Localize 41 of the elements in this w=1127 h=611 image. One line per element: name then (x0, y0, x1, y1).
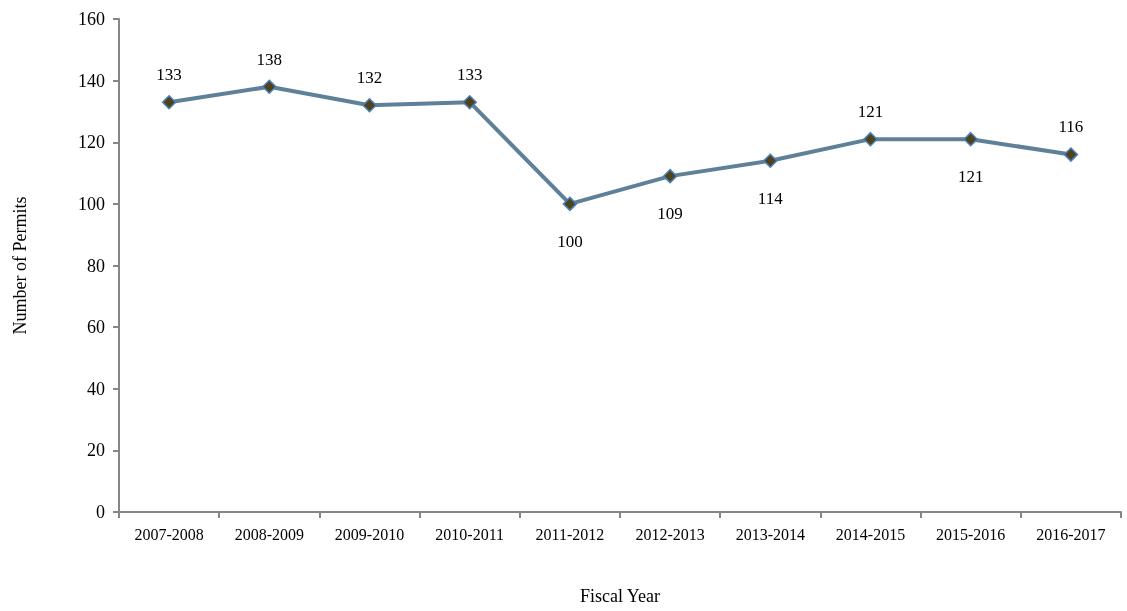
x-tick-label: 2014-2015 (835, 525, 906, 543)
point (262, 79, 277, 95)
y-tick-label: 40 (87, 378, 105, 399)
data-label: 133 (156, 64, 182, 84)
y-tick-label: 60 (87, 317, 105, 338)
y-tick-label: 100 (78, 193, 105, 214)
point (763, 153, 778, 168)
data-label: 132 (356, 68, 383, 88)
data-label: 121 (957, 167, 984, 187)
point (1063, 147, 1079, 162)
x-tick-label: 2010-2011 (435, 525, 505, 543)
y-tick-label: 0 (96, 502, 105, 522)
y-axis-title: Number of Permits (10, 196, 30, 335)
y-tick-label: 140 (78, 70, 105, 91)
point (863, 131, 878, 147)
x-tick-label: 2013-2014 (735, 525, 805, 543)
x-axis-title: Fiscal Year (580, 586, 660, 606)
x-tick-label: 2007-2008 (134, 525, 204, 543)
y-tick-label: 80 (87, 255, 105, 276)
data-label: 116 (1058, 117, 1084, 137)
point (662, 168, 678, 184)
point (963, 131, 978, 147)
point (462, 94, 477, 110)
point (362, 98, 377, 113)
x-tick-label: 2008-2009 (234, 525, 304, 543)
point (562, 196, 578, 212)
data-label: 114 (757, 188, 784, 208)
data-label: 109 (657, 204, 683, 224)
x-tick-label: 2009-2010 (334, 525, 405, 543)
x-tick-label: 2016-2017 (1036, 525, 1106, 543)
x-tick-label: 2012-2013 (635, 525, 705, 543)
data-label: 121 (857, 101, 884, 121)
y-tick-label: 20 (87, 440, 105, 461)
point (161, 94, 177, 110)
data-label: 100 (557, 232, 583, 252)
x-tick-label: 2015-2016 (936, 525, 1006, 543)
data-label: 138 (256, 49, 283, 69)
x-tick-label: 2011-2012 (535, 525, 605, 543)
y-tick-label: 120 (78, 132, 105, 153)
y-tick-label: 160 (78, 9, 105, 29)
data-label: 133 (456, 64, 483, 84)
